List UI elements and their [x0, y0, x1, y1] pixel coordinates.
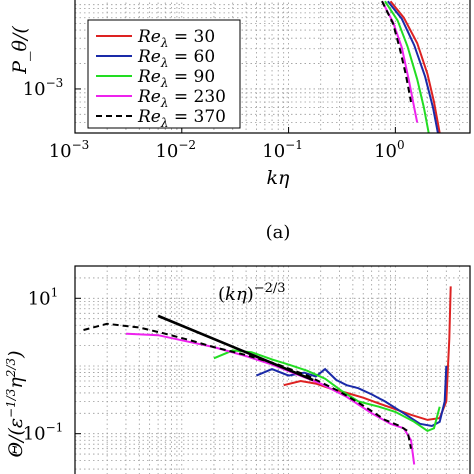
x-tick-label: 10−3 [49, 138, 90, 162]
legend-label: Reλ = 370 [137, 107, 226, 130]
series-line-b-2 [213, 349, 441, 433]
x-tick-label: 10−1 [262, 138, 303, 162]
legend-label: Reλ = 60 [137, 47, 215, 70]
legend-label: Reλ = 230 [137, 87, 226, 110]
panel-a-xlabel: kη [267, 167, 291, 189]
panel-a-series [381, 0, 441, 133]
panel-b-ylabel: Θ/(ε−1/3η2/3) [4, 350, 27, 457]
y-tick-label: 10−3 [23, 76, 64, 100]
panel-a-caption: (a) [266, 222, 291, 243]
series-line-a-0 [389, 0, 441, 133]
series-line-a-3 [381, 0, 419, 123]
series-line-a-1 [387, 0, 439, 133]
slope-reference-line [157, 314, 314, 382]
y-tick-label: 101 [28, 285, 59, 309]
legend-label: Reλ = 90 [137, 67, 215, 90]
x-tick-label: 100 [374, 138, 405, 162]
panel-b: 10−1 101 (kη)−2/3 Θ/(ε−1/3η2/3) [4, 265, 471, 474]
panel-b-frame [74, 265, 471, 474]
panel-a-ylabel: P_θ/( [9, 26, 31, 75]
legend-label: Reλ = 30 [137, 27, 215, 50]
y-tick-label: 10−1 [23, 421, 64, 445]
series-line-b-0 [283, 286, 452, 421]
x-tick-label: 10−2 [155, 138, 196, 162]
legend-box [87, 19, 241, 129]
panel-b-ticks: 10−1 101 [23, 285, 81, 445]
series-line-a-2 [384, 0, 430, 133]
series-line-a-4 [381, 0, 412, 103]
slope-annotation: (kη)−2/3 [218, 281, 286, 305]
panel-a-frame [74, 0, 471, 134]
series-line-b-3 [125, 332, 416, 465]
panel-b-grid [74, 265, 471, 474]
panel-a-ticks: 10−3 10−2 10−1 100 10−3 [23, 76, 405, 162]
